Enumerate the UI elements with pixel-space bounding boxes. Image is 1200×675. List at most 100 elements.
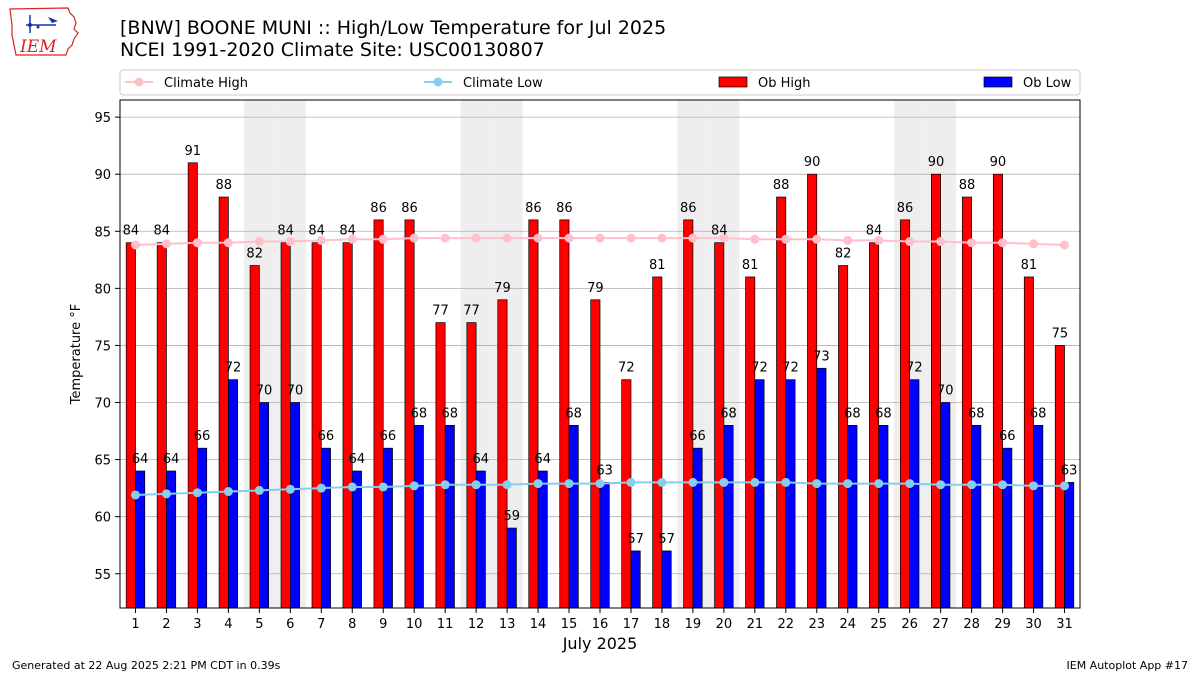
ob-low-label: 66 [380,429,397,444]
climate-high-point [781,234,791,244]
y-tick-label: 65 [94,454,111,469]
ob-high-bar [1023,276,1034,609]
climate-low-point [285,484,295,494]
ob-high-bar [125,242,136,609]
y-axis-label: Temperature °F [69,304,84,405]
x-tick-label: 11 [437,617,454,632]
ob-low-bar [599,482,610,609]
ob-low-label: 59 [503,509,520,524]
ob-low-bar [197,447,208,609]
ob-low-label: 68 [968,406,985,421]
climate-high-point [905,237,915,247]
ob-high-label: 72 [618,361,635,376]
climate-low-point [347,482,357,492]
ob-low-bar [1064,482,1075,609]
ob-low-label: 72 [751,361,768,376]
x-tick-label: 21 [747,617,764,632]
climate-low-point [781,477,791,487]
ob-high-label: 86 [556,201,573,216]
x-tick-label: 10 [406,617,423,632]
ob-low-bar [878,424,889,609]
ob-high-bar [900,219,911,609]
climate-low-point [223,487,233,497]
ob-high-label: 86 [897,201,914,216]
ob-low-label: 66 [689,429,706,444]
x-tick-label: 17 [623,617,640,632]
ob-low-label: 64 [349,452,366,467]
ob-high-label: 79 [494,281,511,296]
climate-high-point [595,233,605,243]
ob-high-label: 88 [215,178,232,193]
ob-low-label: 68 [1030,406,1047,421]
climate-high-point [750,234,760,244]
climate-high-point [502,233,512,243]
climate-high-point [936,237,946,247]
x-tick-label: 4 [224,617,232,632]
ob-low-bar [847,424,858,609]
ob-low-bar [537,470,548,609]
climate-high-point [130,240,140,250]
ob-high-label: 86 [680,201,697,216]
ob-low-label: 72 [225,361,242,376]
ob-low-bar [785,379,796,609]
ob-high-label: 84 [711,224,728,239]
ob-low-bar [940,402,951,609]
y-tick-label: 55 [94,568,111,583]
x-tick-label: 28 [963,617,980,632]
ob-high-bar [776,196,787,609]
ob-high-bar [745,276,756,609]
climate-high-point [967,238,977,248]
ob-low-label: 63 [1061,463,1078,478]
climate-high-point [192,238,202,248]
ob-high-label: 82 [246,247,263,262]
climate-high-point [471,233,481,243]
ob-high-bar [621,379,632,609]
climate-high-point [285,237,295,247]
x-tick-label: 18 [654,617,671,632]
ob-high-bar [590,299,601,609]
x-tick-label: 19 [685,617,702,632]
climate-high-point [409,233,419,243]
ob-low-label: 68 [844,406,861,421]
ob-low-bar [909,379,920,609]
climate-high-point [564,233,574,243]
climate-high-point [812,234,822,244]
ob-high-bar [280,242,291,609]
ob-high-label: 77 [432,304,449,319]
climate-high-point [347,234,357,244]
x-tick-label: 16 [592,617,609,632]
ob-high-label: 90 [928,155,945,170]
climate-low-point [409,481,419,491]
ob-low-bar [413,424,424,609]
climate-low-point [533,479,543,489]
y-tick-label: 95 [94,111,111,126]
climate-low-point [874,479,884,489]
ob-high-label: 86 [401,201,418,216]
x-tick-label: 6 [286,617,294,632]
ob-low-bar [259,402,269,609]
ob-high-bar [373,219,384,609]
ob-low-label: 64 [163,452,180,467]
ob-low-label: 64 [534,452,551,467]
ob-low-label: 68 [565,406,582,421]
x-tick-label: 5 [255,617,263,632]
x-tick-label: 23 [809,617,826,632]
climate-low-point [440,480,450,490]
climate-high-point [843,235,853,245]
x-tick-label: 20 [716,617,733,632]
ob-high-label: 90 [990,155,1007,170]
legend-climate-low-marker [433,77,443,87]
iem-logo: IEM [8,5,82,59]
iowa-outline-icon [9,7,79,56]
ob-high-label: 91 [185,144,202,159]
ob-low-bar [475,470,486,609]
ob-high-label: 88 [773,178,790,193]
ob-low-label: 70 [287,384,304,399]
climate-low-point [719,477,729,487]
y-tick-label: 60 [94,511,111,526]
ob-high-bar [838,265,849,609]
legend-ob-high-label: Ob High [758,76,811,91]
ob-low-bar [630,550,641,609]
climate-low-point [626,477,636,487]
